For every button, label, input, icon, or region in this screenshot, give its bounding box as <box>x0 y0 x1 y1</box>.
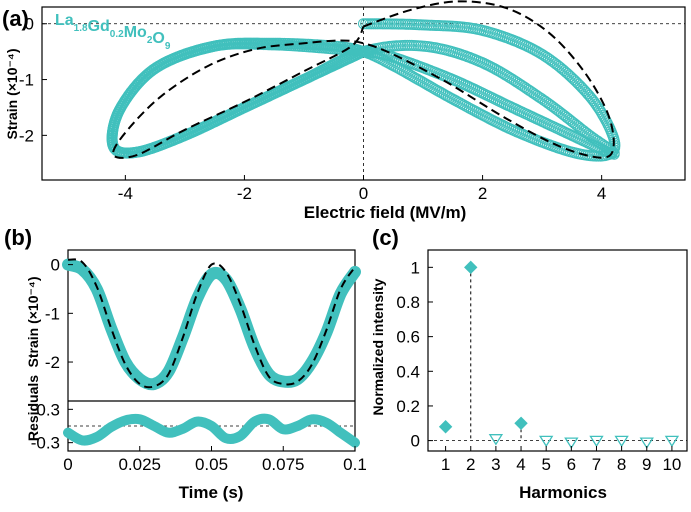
panel-c-x-tick-label: 4 <box>516 455 525 474</box>
formula-subscript: 9 <box>165 41 171 52</box>
panel-b-bottom-y-tick-label: 0.3 <box>36 400 60 419</box>
formula-element: Gd <box>88 18 110 35</box>
panel-b-x-tick-label: 0.025 <box>118 455 161 474</box>
panel-c-x-tick-label: 5 <box>541 455 550 474</box>
panel-a-y-tick-label: -1 <box>19 71 34 90</box>
panel-b-x-tick-label: 0 <box>63 455 72 474</box>
panel-c-x-tick-label: 10 <box>662 455 681 474</box>
model-fit-line <box>112 0 615 159</box>
panel-c-x-tick-label: 7 <box>592 455 601 474</box>
formula-element: Mo <box>124 24 147 41</box>
harmonic-point <box>514 416 528 430</box>
formula-element: O <box>152 30 164 47</box>
harmonic-point <box>488 434 504 446</box>
panel-label-a: (a) <box>2 6 29 31</box>
panel-b-x-tick-label: 0.075 <box>262 455 305 474</box>
panel-b-top-y-tick-label: -2 <box>45 353 60 372</box>
panel-c-y-tick-label: 0.4 <box>396 362 420 381</box>
panel-b-strain-vs-time: 0 -1 -2 0 0.025 0.05 0.075 0.1 0.3 -0.3 Strain (… <box>4 225 367 502</box>
formula-subscript: 0.2 <box>110 29 124 40</box>
strain-data-point <box>538 94 550 106</box>
panel-c-y-tick-label: 0.6 <box>396 328 420 347</box>
compound-formula-legend: La1.8Gd0.2Mo2O9 <box>55 12 171 52</box>
panel-b-top-y-tick-label: -1 <box>45 304 60 323</box>
harmonic-point <box>614 435 629 448</box>
formula-subscript: 2 <box>147 35 153 46</box>
strain-data-point <box>357 46 368 58</box>
panel-a-x-tick-label: 4 <box>597 184 606 203</box>
strain-data-point <box>125 86 137 98</box>
strain-data-point <box>530 89 542 101</box>
panel-c-frame <box>427 249 688 452</box>
strain-vs-time-model-line <box>67 258 356 389</box>
panel-c-y-tick-label: 0.8 <box>396 293 420 312</box>
panel-b-x-tick-label: 0.1 <box>343 455 367 474</box>
harmonic-point <box>639 437 654 449</box>
panel-b-x-axis-label: Time (s) <box>179 483 244 502</box>
harmonic-point <box>564 437 579 449</box>
panel-c-x-tick-label: 9 <box>642 455 651 474</box>
panel-b-top-y-tick-label: 0 <box>51 256 60 275</box>
harmonic-point <box>438 420 453 434</box>
strain-data-point <box>536 93 548 105</box>
harmonic-point <box>464 260 478 275</box>
panel-b-x-tick-label: 0.05 <box>195 455 228 474</box>
panel-c-x-tick-label: 8 <box>617 455 626 474</box>
panel-c-x-tick-label: 3 <box>491 455 500 474</box>
panel-a-strain-vs-field: -4 -2 0 2 4 0 -1 -2 Strain (×10⁻⁴) Electric fie… <box>2 0 686 222</box>
panel-a-x-tick-label: 2 <box>478 184 487 203</box>
strain-data-point <box>542 53 554 64</box>
strain-data-point <box>520 82 531 94</box>
panel-a-x-tick-label: -2 <box>237 184 252 203</box>
panel-c-x-axis-label: Harmonics <box>519 483 607 502</box>
strain-data-point <box>541 97 553 109</box>
panel-b-strain-axis-label: Strain (×10⁻⁴) <box>25 277 41 368</box>
formula-element: La <box>55 12 74 29</box>
strain-data-point <box>124 88 136 100</box>
formula-subscript: 1.8 <box>74 23 88 34</box>
panel-a-y-axis-label: Strain (×10⁻⁴) <box>4 49 20 140</box>
panel-c-y-tick-label: 0 <box>411 432 420 451</box>
panel-b-residuals-axis-label: Residuals <box>25 375 41 441</box>
panel-a-y-tick-label: 0 <box>25 15 34 34</box>
panel-c-y-axis-label: Normalized intensity <box>370 278 386 415</box>
panel-c-x-tick-label: 1 <box>441 455 450 474</box>
panel-c-x-tick-label: 2 <box>466 455 475 474</box>
harmonic-point <box>589 435 604 448</box>
residuals-line <box>63 413 360 448</box>
panel-a-plot: -4 -2 0 2 4 0 -1 -2 <box>19 0 685 203</box>
panel-label-c: (c) <box>372 225 399 250</box>
panel-b-residuals-plot: 0 0.025 0.05 0.075 0.1 0.3 -0.3 <box>31 400 367 474</box>
panel-a-x-axis-label: Electric field (MV/m) <box>304 203 466 222</box>
strain-data-point <box>541 51 553 63</box>
panel-b-bottom-y-tick-label: -0.3 <box>31 434 60 453</box>
panel-b-strain-plot: 0 -1 -2 <box>45 256 361 391</box>
panel-c-x-tick-label: 6 <box>567 455 576 474</box>
panel-label-b: (b) <box>4 225 32 250</box>
strain-data-point <box>540 95 551 107</box>
panel-c-y-tick-label: 1 <box>411 258 420 277</box>
harmonic-point <box>664 435 680 448</box>
panel-a-x-tick-label: -4 <box>118 184 133 203</box>
panel-c-y-tick-label: 0.2 <box>396 397 420 416</box>
panel-a-y-tick-label: -2 <box>19 126 34 145</box>
panel-a-x-tick-label: 0 <box>359 184 368 203</box>
harmonic-point <box>539 435 554 448</box>
